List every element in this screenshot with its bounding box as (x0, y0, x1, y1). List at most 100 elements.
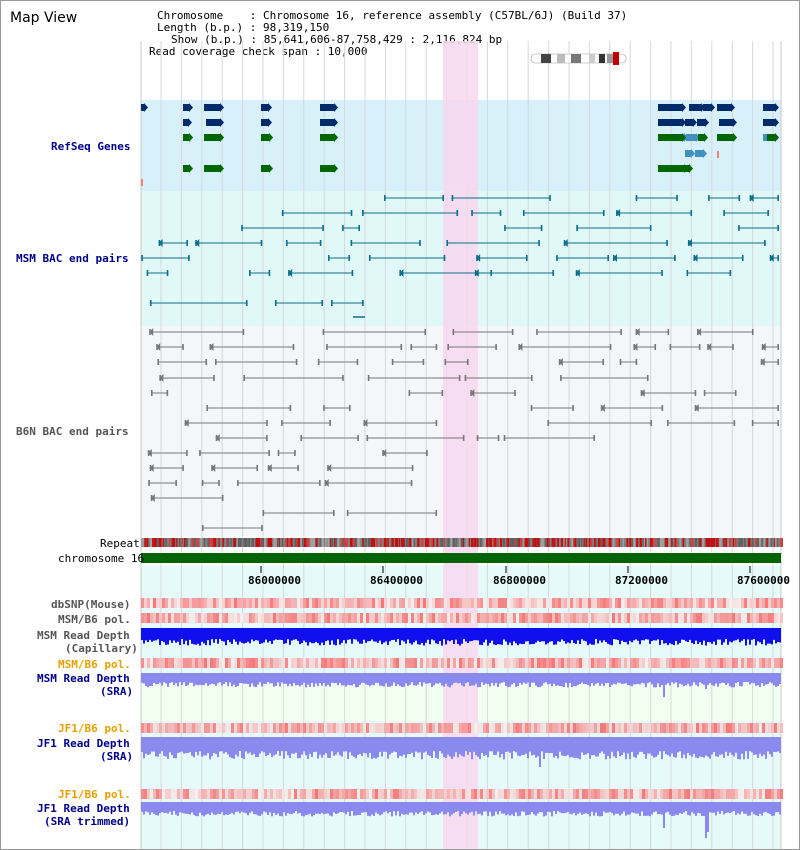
label-refseq[interactable]: RefSeq Genes (51, 140, 131, 153)
dbsnp-cell (642, 598, 645, 608)
jf1-trim-depth-bar (393, 802, 395, 812)
b6n-bac-pair-end (186, 450, 188, 456)
msm-sra-depth-bar (365, 673, 367, 685)
jf1-b6-pol-cell (756, 789, 759, 799)
jf1-sra-depth-bar (475, 737, 477, 756)
label-jf1-b6-pol-2[interactable]: JF1/B6 pol. (58, 788, 131, 801)
label-msm-read-depth-cap[interactable]: MSM Read Depth (37, 629, 130, 642)
msm-sra-depth-bar (337, 673, 339, 686)
jf1-b6-pol-cell (483, 789, 486, 799)
repeat-element (645, 538, 647, 547)
jf1-sra-depth-bar (321, 737, 323, 758)
label-jf1-read-depth[interactable]: JF1 Read Depth (37, 737, 130, 750)
msm-cap-depth-bar (395, 628, 397, 642)
msm-sra-depth-bar (237, 673, 239, 687)
jf1-b6-pol-cell (771, 789, 774, 799)
label-msm-b6-pol-1[interactable]: MSM/B6 pol. (58, 613, 131, 626)
label-dbsnp[interactable]: dbSNP(Mouse) (51, 598, 131, 611)
jf1-trim-depth-bar (631, 802, 633, 813)
jf1-sra-depth-bar (341, 737, 343, 757)
label-jf1-b6-pol-1[interactable]: JF1/B6 pol. (58, 722, 131, 735)
dbsnp-cell (369, 598, 372, 608)
msm-cap-depth-bar (481, 628, 483, 646)
jf1-trim-depth-bar (641, 802, 643, 812)
msm-b6-pol-cell (441, 613, 444, 623)
jf1-sra-depth-bar (761, 737, 763, 757)
repeat-element (675, 538, 678, 547)
label-msm-read-depth-sra[interactable]: MSM Read Depth (37, 672, 130, 685)
jf1-sra-depth-bar (457, 737, 459, 758)
jf1-b6-pol-cell (636, 789, 639, 799)
jf1-sra-depth-bar (673, 737, 675, 757)
dbsnp-cell (765, 598, 768, 608)
jf1-trim-depth-bar (687, 802, 689, 815)
dbsnp-cell (498, 598, 501, 608)
repeat-element (327, 538, 330, 547)
msm-cap-depth-bar (203, 628, 205, 644)
jf1-trim-depth-bar (571, 802, 573, 815)
jf1-b6-pol-cell (336, 789, 339, 799)
msm-b6-pol-cell (678, 658, 681, 668)
msm-sra-depth-bar (625, 673, 627, 684)
jf1-sra-depth-bar (437, 737, 439, 759)
msm-cap-depth-bar (447, 628, 449, 641)
label-msm-b6-pol-2[interactable]: MSM/B6 pol. (58, 658, 131, 671)
jf1-trim-depth-bar (271, 802, 273, 817)
jf1-trim-depth-bar (411, 802, 413, 813)
repeat-element (643, 538, 646, 547)
jf1-sra-depth-bar (381, 737, 383, 757)
msm-cap-depth-bar (339, 628, 341, 645)
jf1-sra-depth-bar (525, 737, 527, 754)
jf1-b6-pol-cell (588, 723, 591, 733)
msm-sra-depth-bar (195, 673, 197, 685)
dbsnp-cell (426, 598, 429, 608)
msm-cap-depth-bar (731, 628, 733, 643)
msm-sra-depth-bar (483, 673, 485, 685)
jf1-trim-depth-bar (487, 802, 489, 817)
msm-sra-depth-bar (527, 673, 529, 683)
msm-cap-depth-bar (231, 628, 233, 644)
msm-bac-pair-end (141, 255, 143, 261)
gene-arrow (689, 164, 693, 173)
jf1-b6-pol-cell (477, 723, 480, 733)
jf1-sra-depth-bar (507, 737, 509, 752)
b6n-bac-pair-end (289, 405, 292, 411)
gene-feature (183, 119, 188, 126)
msm-b6-pol-cell (714, 658, 717, 668)
msm-b6-pol-cell (396, 613, 399, 623)
label-msm-bac[interactable]: MSM BAC end pairs (16, 252, 129, 265)
jf1-b6-pol-cell (402, 723, 405, 733)
msm-sra-depth-bar (469, 673, 471, 686)
msm-b6-pol-cell (339, 658, 342, 668)
msm-sra-depth-bar (427, 673, 429, 684)
dbsnp-cell (246, 598, 249, 608)
jf1-sra-depth-bar (593, 737, 595, 755)
dbsnp-cell (585, 598, 588, 608)
msm-cap-depth-bar (741, 628, 743, 641)
label-b6n-bac[interactable]: B6N BAC end pairs (16, 425, 129, 438)
jf1-b6-pol-cell (699, 723, 702, 733)
jf1-b6-pol-cell (225, 723, 228, 733)
msm-cap-depth-bar (751, 628, 753, 640)
msm-b6-pol-cell (639, 658, 642, 668)
msm-cap-depth-bar (533, 628, 535, 644)
label-jf1-read-depth-trim[interactable]: JF1 Read Depth (37, 802, 130, 815)
jf1-trim-depth-bar (239, 802, 241, 814)
repeat-element (213, 538, 215, 547)
jf1-b6-pol-cell (477, 789, 480, 799)
jf1-trim-depth-bar (159, 802, 161, 814)
msm-cap-depth-bar (183, 628, 185, 645)
jf1-b6-pol-cell (372, 789, 375, 799)
dbsnp-cell (252, 598, 255, 608)
msm-cap-depth-bar (467, 628, 469, 643)
jf1-sra-depth-bar (731, 737, 733, 755)
msm-bac-pair-end (322, 225, 324, 231)
repeat-element (210, 538, 214, 547)
dbsnp-cell (591, 598, 594, 608)
msm-sra-depth-bar (217, 673, 219, 684)
jf1-trim-depth-bar (381, 802, 383, 815)
msm-b6-pol-cell (336, 658, 339, 668)
msm-bac-pair-end (576, 225, 578, 231)
dbsnp-cell (228, 598, 231, 608)
